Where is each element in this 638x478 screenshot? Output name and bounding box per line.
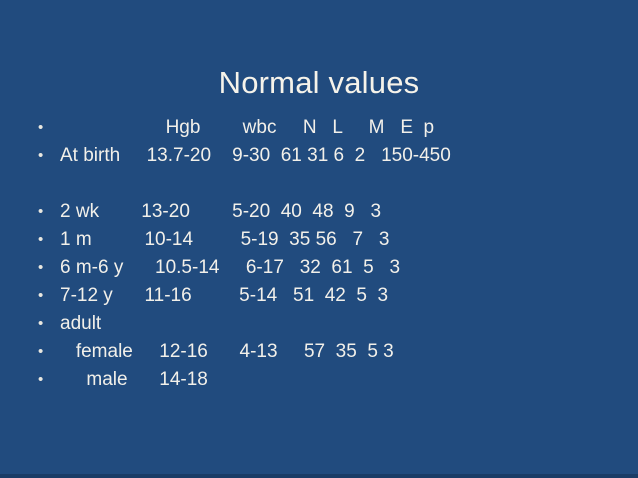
list-item-text: 7-12 y 11-16 5-14 51 42 5 3	[60, 285, 389, 306]
list-item-text: male 14-18	[60, 369, 208, 390]
list-item-1m: • 1 m 10-14 5-19 35 56 7 3	[0, 226, 638, 254]
list-item-2wk: • 2 wk 13-20 5-20 40 48 9 3	[0, 198, 638, 226]
slide-title: Normal values	[218, 64, 420, 100]
list-item-text: female 12-16 4-13 57 35 5 3	[60, 341, 394, 362]
normal-values-list: • Hgb wbc N L M E p • At birth 13.7-20 9…	[0, 114, 638, 394]
list-item-text: 1 m 10-14 5-19 35 56 7 3	[60, 229, 390, 250]
list-item-text: 2 wk 13-20 5-20 40 48 9 3	[60, 201, 382, 222]
bullet-icon: •	[38, 147, 44, 164]
list-item-female: • female 12-16 4-13 57 35 5 3	[0, 338, 638, 366]
list-item-text: adult	[60, 313, 102, 334]
bullet-icon: •	[38, 315, 44, 332]
list-item-text: Hgb wbc N L M E p	[60, 117, 435, 138]
bullet-icon: •	[38, 231, 44, 248]
bullet-icon: •	[38, 343, 44, 360]
bullet-icon: •	[38, 259, 44, 276]
list-item-blank: •	[0, 170, 638, 198]
list-item-adult: • adult	[0, 310, 638, 338]
list-item-6m-6y: • 6 m-6 y 10.5-14 6-17 32 61 5 3	[0, 254, 638, 282]
list-item-header: • Hgb wbc N L M E p	[0, 114, 638, 142]
bullet-icon: •	[38, 287, 44, 304]
bullet-icon: •	[38, 203, 44, 220]
list-item-at-birth: • At birth 13.7-20 9-30 61 31 6 2 150-45…	[0, 142, 638, 170]
list-item-text: 6 m-6 y 10.5-14 6-17 32 61 5 3	[60, 257, 401, 278]
list-item-text: At birth 13.7-20 9-30 61 31 6 2 150-450	[60, 145, 451, 166]
list-item-7-12y: • 7-12 y 11-16 5-14 51 42 5 3	[0, 282, 638, 310]
slide-bottom-edge	[0, 474, 638, 478]
bullet-icon: •	[38, 371, 44, 388]
list-item-male: • male 14-18	[0, 366, 638, 394]
bullet-icon: •	[38, 119, 44, 136]
